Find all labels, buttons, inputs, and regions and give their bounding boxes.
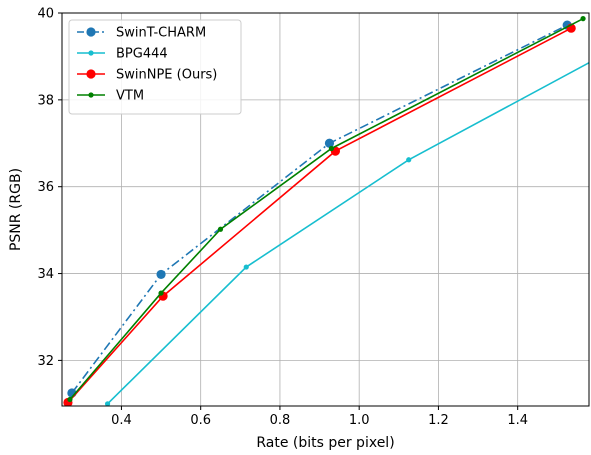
x-tick-label: 0.6 [190,413,211,428]
data-point-bpg444 [243,264,249,270]
series-layer [63,16,589,406]
x-axis-label: Rate (bits per pixel) [256,435,394,451]
x-tick-label: 0.8 [270,413,291,428]
series-vtm [67,16,586,403]
series-line-bpg444 [107,61,589,405]
series-line-swint-charm [71,24,568,394]
legend-marker-swint-charm [86,27,96,37]
legend-label-swinnpe-ours: SwinNPE (Ours) [116,68,217,83]
data-point-vtm [217,226,224,232]
y-tick-label: 40 [37,7,54,22]
y-axis-label: PSNR (RGB) [8,168,24,251]
y-tick-label: 32 [37,354,54,369]
data-point-swint-charm [324,138,335,148]
series-bpg444 [104,61,589,406]
ticks: 0.4 0.6 0.8 1.0 1.2 1.4 32 34 36 38 40 [37,7,528,429]
plot-frame [61,12,590,407]
x-tick-label: 0.4 [111,413,132,428]
x-tick-label: 1.2 [428,413,449,428]
legend-marker-vtm [88,92,94,98]
y-tick-label: 38 [37,93,54,108]
legend-label-vtm: VTM [116,89,144,104]
data-point-vtm [328,145,335,152]
x-tick-label: 1.4 [507,413,528,428]
y-tick-label: 34 [37,267,54,282]
data-point-bpg444 [104,401,111,406]
series-line-swinnpe-ours [67,27,572,404]
legend-marker-swinnpe-ours [86,69,96,79]
legend-label-swint-charm: SwinT-CHARM [116,26,206,41]
data-point-vtm [580,16,586,22]
y-tick-label: 36 [37,180,54,195]
legend: SwinT-CHARM BPG444 SwinNPE (Ours) VTM [68,19,242,115]
data-point-vtm [67,396,73,403]
data-point-vtm [158,290,164,296]
data-point-bpg444 [406,157,412,163]
legend-box [68,19,242,115]
data-point-swint-charm [156,269,166,280]
legend-label-bpg444: BPG444 [116,47,168,62]
legend-marker-bpg444 [88,50,94,56]
x-tick-label: 1.0 [349,413,370,428]
